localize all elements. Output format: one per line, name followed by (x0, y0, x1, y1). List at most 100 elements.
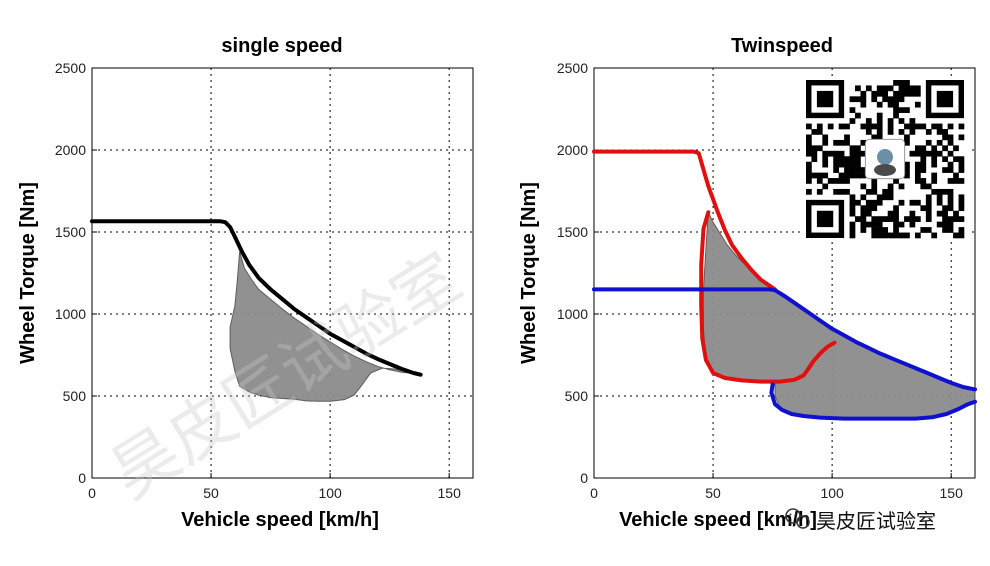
qr-module (893, 90, 899, 97)
qr-module (865, 129, 872, 135)
x-tick-label: 0 (590, 485, 598, 501)
qr-module (871, 178, 878, 184)
qr-module (860, 101, 867, 108)
qr-module (898, 199, 905, 206)
qr-module (904, 85, 910, 92)
qr-module (849, 199, 856, 206)
qr-module (947, 199, 954, 206)
qr-module (920, 183, 927, 190)
qr-module (893, 178, 899, 184)
qr-module (849, 205, 856, 212)
qr-module (958, 178, 965, 184)
qr-module (876, 227, 883, 233)
x-tick-label: 150 (438, 485, 462, 501)
qr-module (931, 145, 938, 152)
qr-module (849, 221, 856, 228)
qr-module (887, 123, 894, 130)
qr-module (876, 85, 883, 92)
qr-module (925, 205, 932, 212)
qr-module (947, 221, 954, 228)
qr-module (936, 199, 943, 206)
qr-module (904, 90, 910, 97)
qr-module (942, 221, 948, 228)
qr-module (860, 123, 867, 130)
qr-module (953, 156, 959, 163)
qr-module (925, 183, 932, 190)
qr-finder-core (816, 90, 834, 108)
qr-module (876, 129, 883, 135)
qr-module (909, 129, 916, 135)
qr-module (806, 123, 812, 130)
y-tick-label: 1500 (55, 224, 86, 240)
qr-module (904, 139, 910, 146)
qr-module (931, 161, 938, 168)
qr-module (904, 134, 910, 141)
qr-module (909, 221, 916, 228)
qr-module (838, 123, 845, 130)
qr-module (855, 172, 861, 179)
qr-module (947, 139, 954, 146)
qr-module (893, 107, 899, 113)
qr-module (958, 216, 965, 222)
qr-module (942, 227, 948, 233)
qr-module (876, 232, 883, 239)
qr-module (876, 199, 883, 206)
qr-module (909, 123, 916, 130)
qr-module (833, 156, 839, 163)
qr-module (953, 210, 959, 217)
qr-module (947, 123, 954, 130)
qr-module (947, 167, 954, 173)
qr-module (898, 183, 905, 190)
qr-module (958, 205, 965, 212)
avatar-icon (877, 149, 893, 165)
qr-module (822, 172, 829, 179)
qr-module (838, 156, 845, 163)
qr-module (947, 205, 954, 212)
qr-module (806, 139, 812, 146)
qr-module (925, 139, 932, 146)
qr-module (936, 194, 943, 201)
qr-module (914, 216, 921, 222)
qr-module (958, 123, 965, 130)
qr-module (860, 139, 867, 146)
qr-module (811, 150, 818, 157)
qr-module (931, 150, 938, 157)
qr-code[interactable] (802, 76, 968, 242)
operating-region (229, 251, 419, 402)
qr-module (882, 232, 889, 239)
qr-module (816, 123, 823, 130)
qr-module (953, 145, 959, 152)
y-tick-label: 2000 (55, 142, 86, 158)
qr-module (849, 210, 856, 217)
qr-module (806, 134, 812, 141)
qr-module (871, 227, 878, 233)
qr-module (855, 156, 861, 163)
qr-module (958, 161, 965, 168)
qr-module (914, 199, 921, 206)
qr-module (860, 183, 867, 190)
qr-module (904, 232, 910, 239)
qr-module (953, 216, 959, 222)
qr-module (844, 156, 850, 163)
qr-module (849, 118, 856, 124)
qr-module (806, 178, 812, 184)
qr-module (914, 145, 921, 152)
qr-module (947, 188, 954, 195)
qr-module (904, 161, 910, 168)
qr-module (898, 232, 905, 239)
y-tick-label: 1000 (55, 306, 86, 322)
qr-module (849, 107, 856, 113)
qr-module (844, 123, 850, 130)
qr-module (838, 172, 845, 179)
qr-module (942, 156, 948, 163)
qr-module (898, 96, 905, 103)
qr-module (871, 134, 878, 141)
qr-module (849, 150, 856, 157)
qr-module (871, 188, 878, 195)
caption-group: 昊皮匠试验室 (785, 508, 936, 533)
qr-module (914, 167, 921, 173)
qr-module (936, 221, 943, 228)
qr-module (855, 85, 861, 92)
qr-module (925, 210, 932, 217)
qr-module (898, 85, 905, 92)
